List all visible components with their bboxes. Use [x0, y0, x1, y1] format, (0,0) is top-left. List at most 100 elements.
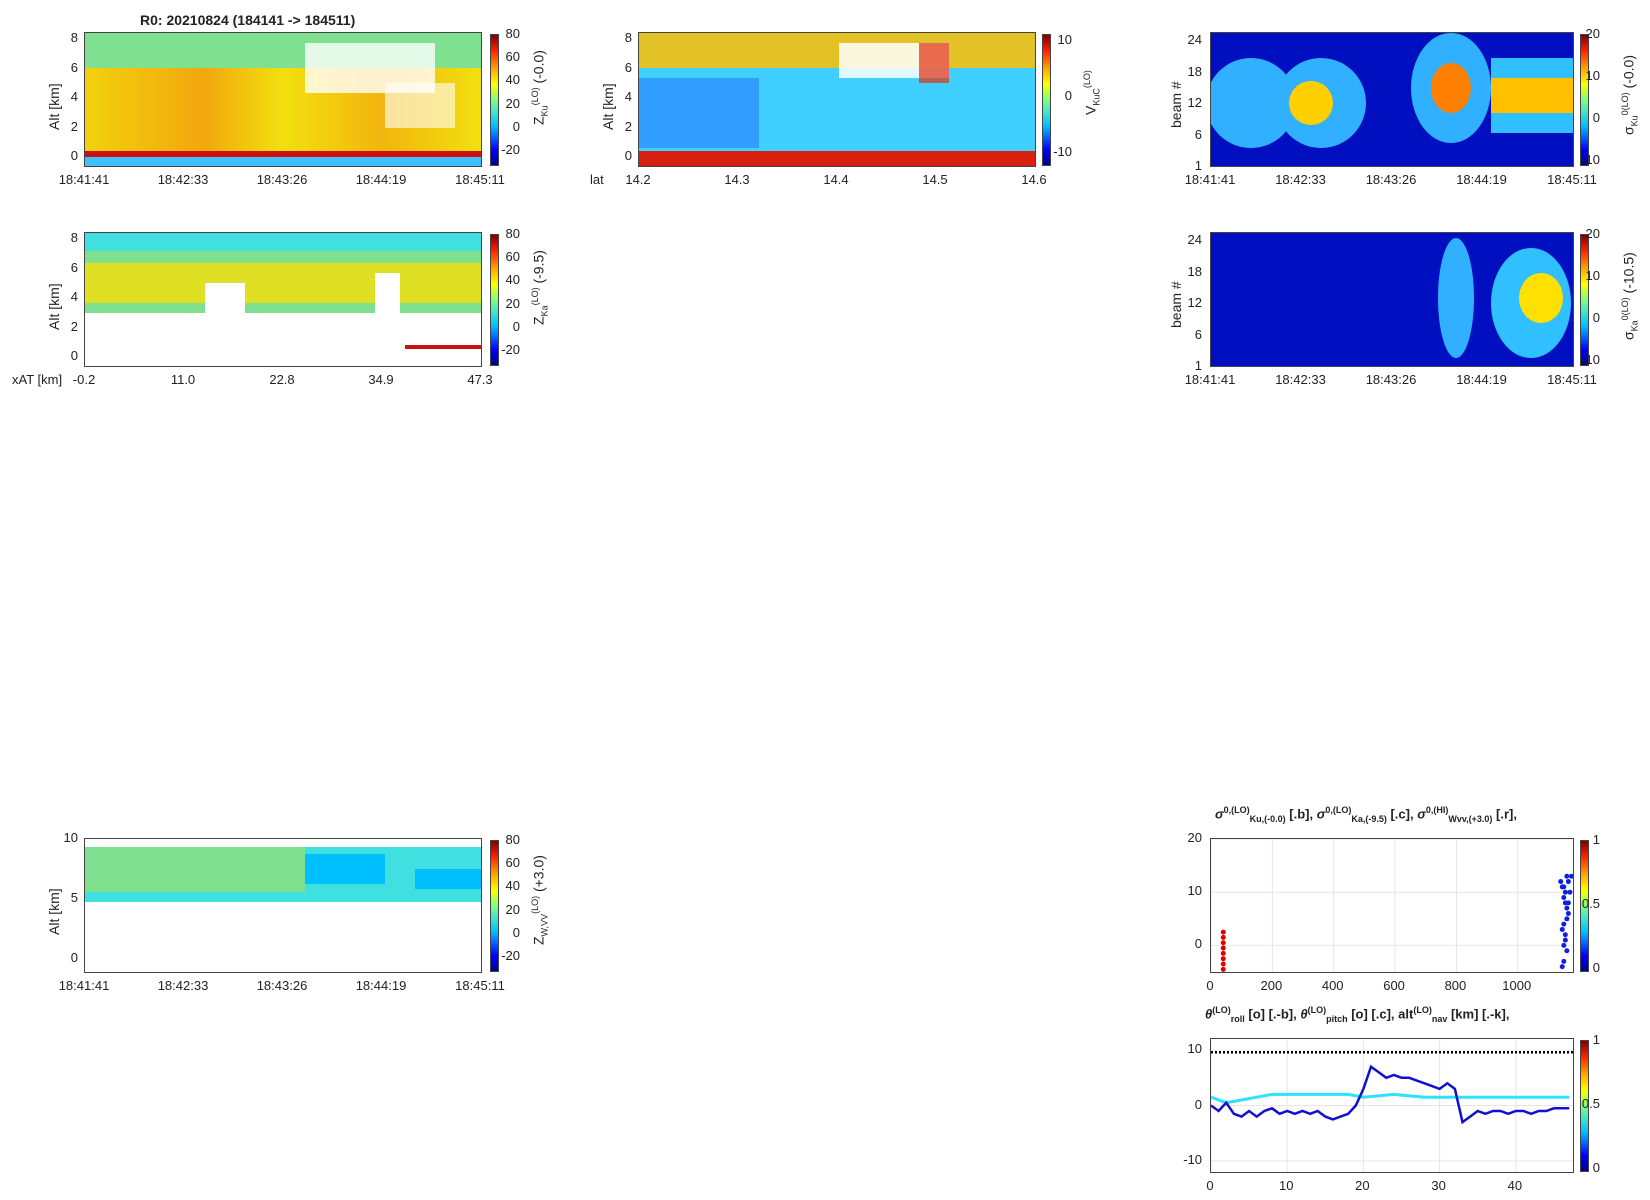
cbar-tick: 40	[505, 72, 520, 88]
lat-tick: 14.6	[1021, 172, 1047, 187]
colorbar-sigma0	[1580, 840, 1589, 972]
zku-colorbar-label: ZKu(LO) (-0.0)	[530, 50, 550, 125]
blue-point	[1561, 921, 1567, 927]
blue-point	[1568, 873, 1573, 879]
xat-tick: -0.2	[72, 372, 96, 387]
cbar-tick: 60	[505, 249, 520, 265]
blue-point	[1559, 926, 1565, 932]
alt-tick: 5	[70, 890, 78, 905]
beam-axis-label: beam #	[1168, 281, 1184, 328]
cbar-tick: 0	[512, 924, 520, 940]
plot-ska	[1210, 232, 1574, 367]
blue-point	[1558, 879, 1564, 885]
beam-tick: 24	[1187, 32, 1202, 47]
cbar-tick: 40	[505, 272, 520, 288]
cbar-tick: -20	[501, 342, 520, 357]
alt-axis-label: Alt [km]	[46, 283, 62, 330]
time-tick: 18:44:19	[1456, 172, 1507, 187]
nav-x-tick: 0	[1206, 1178, 1214, 1193]
red-point	[1220, 929, 1226, 935]
cbar-tick: 1	[1592, 1032, 1600, 1047]
cbar-tick: 60	[505, 49, 520, 65]
cbar-tick: 20	[505, 901, 520, 917]
nav-x-tick: 30	[1431, 1178, 1446, 1193]
blue-point	[1564, 873, 1570, 879]
alt-tick: 6	[70, 59, 78, 75]
alt-tick: 4	[70, 89, 78, 104]
cbar-tick: -20	[501, 142, 520, 157]
red-point	[1220, 956, 1226, 962]
nav-y-tick: 10	[1187, 1041, 1202, 1057]
nav-x-tick: 10	[1278, 1178, 1294, 1193]
plot-zku	[84, 32, 482, 167]
red-point	[1220, 934, 1226, 940]
sigma0-chart	[1211, 839, 1573, 972]
beam-tick: 18	[1187, 263, 1202, 279]
red-point	[1220, 966, 1226, 972]
cbar-tick: -20	[501, 948, 520, 963]
time-tick: 18:42:33	[1275, 172, 1326, 187]
colorbar-nav	[1580, 1040, 1589, 1172]
lat-tick: 14.3	[724, 172, 750, 187]
time-tick: 18:43:26	[256, 172, 308, 187]
cbar-tick: 80	[505, 226, 520, 241]
plot-vku	[638, 32, 1036, 167]
blue-point	[1564, 905, 1570, 911]
time-tick: 18:42:33	[157, 172, 209, 187]
cbar-tick: 20	[505, 95, 520, 111]
nav-title: θ(LO)roll [o] [.-b], θ(LO)pitch [o] [.c]…	[1205, 1005, 1510, 1024]
cbar-tick: 20	[1585, 226, 1600, 241]
cbar-tick: 0	[1592, 110, 1600, 125]
cbar-tick: 0	[512, 118, 520, 134]
beam-tick: 24	[1187, 232, 1202, 247]
blue-point	[1562, 932, 1568, 938]
zw-image	[85, 839, 481, 972]
alt-tick: 0	[70, 148, 78, 163]
sigma0-y-tick: 20	[1187, 830, 1202, 845]
beam-tick: 1	[1194, 358, 1202, 373]
blue-point	[1565, 900, 1571, 906]
beam-tick: 12	[1187, 95, 1202, 110]
nav-chart	[1211, 1039, 1573, 1172]
lat-axis-label: lat	[590, 172, 604, 187]
time-tick: 18:45:11	[1547, 372, 1597, 387]
nav-y-tick: -10	[1183, 1151, 1202, 1167]
cbar-tick: 80	[505, 26, 520, 41]
red-point	[1220, 961, 1226, 967]
blue-point	[1561, 884, 1567, 890]
alt-tick: 8	[70, 230, 78, 245]
alt-tick: 2	[70, 118, 78, 134]
alt-tick: 0	[70, 950, 78, 965]
ska-image	[1211, 233, 1573, 366]
time-tick: 18:41:41	[1184, 372, 1236, 387]
red-point	[1220, 950, 1226, 956]
xat-tick: 22.8	[269, 372, 295, 387]
alt-axis-label: Alt [km]	[46, 888, 62, 935]
nav-y-tick: 0	[1194, 1096, 1202, 1112]
blue-point	[1559, 964, 1565, 970]
cbar-tick: 0	[512, 318, 520, 334]
colorbar-vku	[1042, 34, 1051, 166]
cbar-tick: 0	[1592, 310, 1600, 325]
time-tick: 18:42:33	[1275, 372, 1326, 387]
blue-point	[1562, 889, 1568, 895]
cbar-tick: 1	[1592, 832, 1600, 847]
blue-point	[1565, 910, 1571, 916]
zku-image	[85, 33, 481, 166]
alt-tick: 4	[624, 89, 632, 104]
xat-tick: 47.3	[467, 372, 493, 387]
sigma0-x-tick: 200	[1260, 978, 1283, 993]
zka-colorbar-label: ZKa(LO) (-9.5)	[530, 250, 550, 325]
blue-point	[1565, 879, 1571, 885]
colorbar-sku	[1580, 34, 1589, 166]
alt-tick: 8	[624, 30, 632, 45]
blue-point	[1562, 937, 1568, 943]
xat-tick: 11.0	[170, 372, 196, 387]
blue-point	[1561, 958, 1567, 964]
alt-tick: 2	[70, 318, 78, 334]
time-tick: 18:44:19	[355, 172, 407, 187]
lat-tick: 14.2	[625, 172, 651, 187]
plot-sku	[1210, 32, 1574, 167]
sigma0-x-tick: 400	[1321, 978, 1344, 993]
sigma0-x-tick: 800	[1444, 978, 1467, 993]
